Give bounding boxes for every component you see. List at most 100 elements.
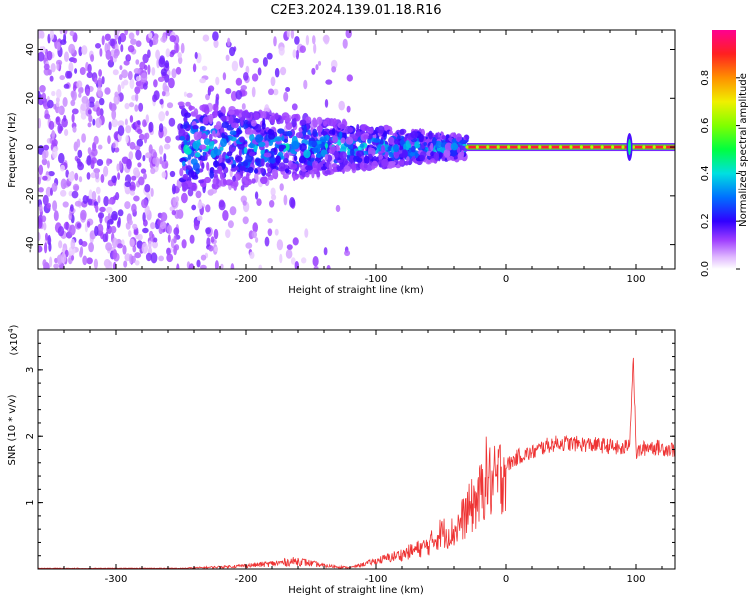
heatmap-cell — [72, 85, 77, 92]
heatmap-cell — [148, 32, 153, 39]
heatmap-cell — [393, 150, 400, 159]
heatmap-cell — [324, 143, 329, 149]
heatmap-cell — [240, 85, 247, 91]
heatmap-cell — [269, 157, 276, 164]
heatmap-cell — [285, 249, 293, 259]
heatmap-cell — [285, 143, 290, 151]
heatmap-cell — [291, 140, 300, 150]
heatmap-cell — [201, 65, 208, 71]
heatmap-cell — [193, 220, 200, 231]
heatmap-cell — [81, 133, 86, 143]
heatmap-cell — [151, 67, 156, 76]
heatmap-cell — [251, 231, 257, 239]
heatmap-cell — [244, 179, 249, 185]
heatmap-cell — [128, 219, 133, 226]
heatmap-cell — [322, 34, 330, 44]
heatmap-cell — [183, 116, 188, 123]
heatmap-cell — [433, 152, 440, 161]
heatmap-cell — [312, 128, 318, 138]
heatmap-cell — [99, 212, 103, 224]
heatmap-cell — [139, 61, 146, 70]
heatmap-cell — [326, 265, 331, 269]
spectrogram-heatmap — [38, 30, 675, 269]
heatmap-cell — [189, 234, 195, 244]
heatmap-cell — [331, 66, 337, 73]
heatmap-cell — [217, 165, 223, 175]
heatmap-cell — [405, 156, 410, 162]
heatmap-cell — [292, 237, 299, 246]
heatmap-cell — [141, 198, 148, 209]
heatmap-cell — [49, 30, 55, 40]
heatmap-cell — [175, 43, 179, 53]
heatmap-cell — [129, 102, 135, 108]
heatmap-cell — [410, 131, 418, 139]
heatmap-cell — [175, 196, 180, 203]
heatmap-cell — [131, 175, 137, 181]
heatmap-cell — [93, 258, 98, 269]
heatmap-cell — [155, 49, 161, 60]
heatmap-cell — [235, 77, 243, 86]
heatmap-cell — [124, 30, 129, 36]
heatmap-cell — [291, 103, 298, 111]
heatmap-cell — [105, 261, 110, 269]
heatmap-cell — [43, 63, 50, 71]
heatmap-cell — [398, 160, 405, 166]
heatmap-cell — [108, 121, 112, 131]
heatmap-cell — [164, 60, 170, 69]
heatmap-cell — [174, 244, 180, 251]
heatmap-cell — [206, 161, 210, 171]
heatmap-cell — [214, 260, 219, 269]
heatmap-cell — [72, 57, 78, 64]
heatmap-cell — [71, 255, 75, 261]
heatmap-cell — [144, 132, 150, 140]
heatmap-cell — [286, 130, 293, 137]
spectrogram-x-label: Height of straight line (km) — [288, 285, 424, 296]
heatmap-cell — [316, 116, 323, 125]
heatmap-cell — [414, 143, 421, 149]
heatmap-cell — [121, 69, 128, 79]
heatmap-cell — [171, 183, 176, 195]
heatmap-cell — [351, 162, 357, 171]
colorbar-scale — [712, 30, 736, 269]
heatmap-cell — [253, 168, 259, 174]
heatmap-cell — [63, 115, 67, 122]
heatmap-cell — [418, 133, 424, 143]
heatmap-cell — [286, 30, 291, 38]
carrier-marker — [486, 145, 490, 149]
heatmap-cell — [298, 163, 302, 168]
heatmap-cell — [186, 92, 193, 98]
heatmap-cell — [135, 59, 140, 65]
heatmap-cell — [100, 174, 105, 183]
heatmap-cell — [321, 166, 328, 171]
heatmap-cell — [176, 263, 180, 269]
heatmap-cell — [214, 159, 218, 168]
heatmap-cell — [202, 151, 207, 156]
heatmap-cell — [274, 67, 280, 78]
heatmap-cell — [284, 168, 290, 174]
heatmap-cell — [68, 212, 73, 221]
heatmap-cell — [215, 76, 220, 86]
heatmap-cell — [101, 35, 105, 46]
heatmap-cell — [117, 84, 122, 94]
snr-y-multiplier-exp: 4 — [7, 328, 15, 333]
heatmap-cell — [263, 107, 271, 113]
heatmap-cell — [134, 145, 141, 151]
heatmap-cell — [286, 244, 293, 250]
heatmap-cell — [218, 154, 223, 164]
heatmap-cell — [195, 168, 200, 175]
heatmap-cell — [107, 135, 111, 145]
heatmap-cell — [208, 115, 213, 125]
x-tick-label: -200 — [235, 574, 258, 585]
heatmap-cell — [46, 202, 51, 209]
heatmap-cell — [112, 237, 118, 249]
heatmap-cell — [91, 148, 98, 157]
heatmap-cell — [284, 117, 291, 123]
heatmap-cell — [227, 220, 234, 229]
carrier-marker — [600, 145, 604, 149]
heatmap-cell — [133, 167, 140, 177]
x-tick-label: -300 — [105, 574, 128, 585]
heatmap-cell — [134, 260, 140, 266]
heatmap-cell — [53, 210, 59, 222]
heatmap-cell — [273, 36, 277, 47]
heatmap-cell — [356, 124, 360, 130]
